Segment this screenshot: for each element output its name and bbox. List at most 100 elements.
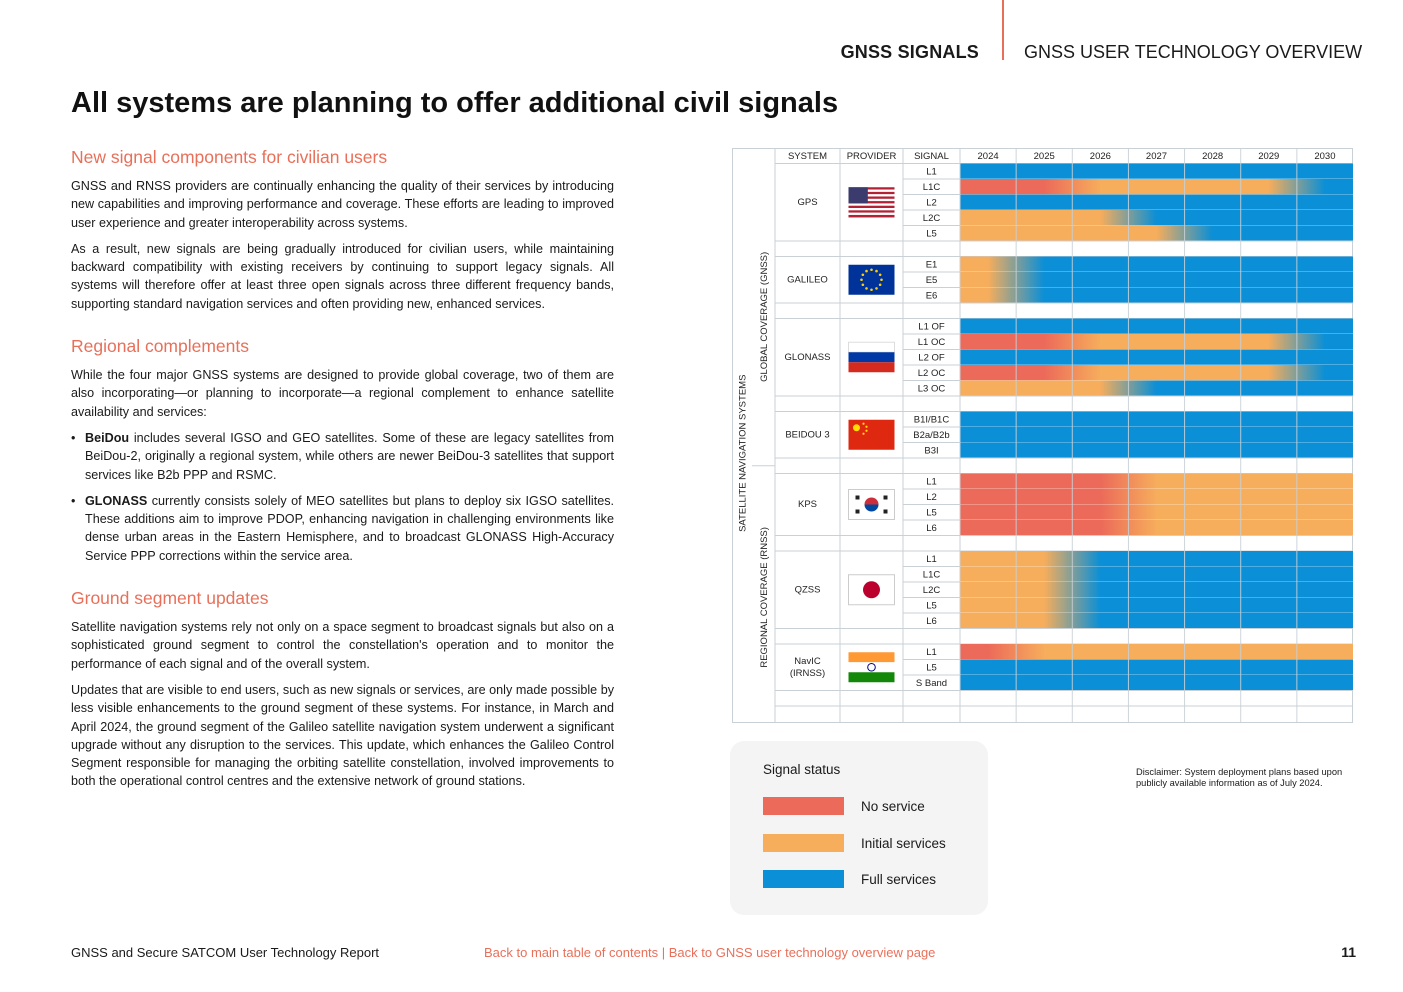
- paragraph: Satellite navigation systems rely not on…: [71, 620, 614, 671]
- signal-bar-kps-l6: [960, 520, 1353, 536]
- signal-bar-galileo-e5: [960, 272, 1353, 288]
- signal-label: L1: [926, 647, 937, 658]
- group-label-satnav: SATELLITE NAVIGATION SYSTEMS: [738, 375, 749, 532]
- year-label: 2027: [1146, 151, 1167, 162]
- year-label: 2030: [1314, 151, 1335, 162]
- flag-stripe: [848, 191, 895, 195]
- bullet-item-glonass: GLONASS currently consists solely of MEO…: [71, 492, 614, 565]
- paragraph: Updates that are visible to end users, s…: [71, 682, 614, 789]
- flag-star: [862, 422, 865, 425]
- flag-stripe: [848, 198, 895, 202]
- subgroup-label-regional: REGIONAL COVERAGE (RNSS): [759, 527, 770, 668]
- signal-bar-glonass-l3-oc: [960, 380, 1353, 396]
- signal-label: S Band: [916, 678, 947, 689]
- flag-star: [875, 269, 878, 273]
- flag-stripe: [848, 352, 895, 363]
- system-name: (IRNSS): [790, 668, 825, 679]
- flag-star: [865, 425, 868, 428]
- signal-bar-gps-l5: [960, 225, 1353, 241]
- signal-bar-gps-l1: [960, 163, 1353, 179]
- page-number: 11: [1341, 944, 1356, 960]
- flag-star: [875, 287, 878, 290]
- signal-timeline-chart: SYSTEM PROVIDER SIGNAL 2024 2025 2026 2027 2028…: [732, 148, 1353, 723]
- signal-bar-kps-l2: [960, 489, 1353, 505]
- flag-trigram: [855, 495, 860, 500]
- legend-label: No service: [861, 798, 925, 814]
- signal-label: L5: [926, 228, 937, 239]
- signal-label: L3 OC: [918, 383, 946, 394]
- flag-taeguk: [864, 497, 879, 505]
- system-name: GPS: [797, 197, 817, 208]
- signal-bar-beidou-3-b3i: [960, 442, 1353, 458]
- signal-bar-beidou-3-b2a-b2b: [960, 427, 1353, 443]
- link-main-toc[interactable]: Back to main table of contents: [484, 945, 659, 960]
- bullet-list: BeiDou includes several IGSO and GEO sat…: [71, 429, 614, 565]
- signal-label: E1: [926, 259, 938, 270]
- signal-label: L5: [926, 600, 937, 611]
- legend-swatch-no-service: [763, 797, 844, 815]
- signal-bar-galileo-e1: [960, 256, 1353, 272]
- flag-taeguk: [864, 504, 879, 512]
- flag-stripe: [848, 208, 895, 211]
- flag-star: [865, 429, 868, 432]
- flag-star: [865, 269, 868, 273]
- signal-bar-glonass-l2-oc: [960, 365, 1353, 381]
- flag-star: [870, 268, 873, 272]
- flag-star: [880, 278, 883, 282]
- link-separator: |: [658, 945, 669, 960]
- signal-label: E6: [926, 290, 938, 301]
- signal-bar-glonass-l1-of: [960, 318, 1353, 334]
- system-name: NavIC: [794, 656, 821, 667]
- header-document-title: GNSS USER TECHNOLOGY OVERVIEW: [1024, 42, 1363, 62]
- bullet-text: includes several IGSO and GEO satellites…: [85, 430, 614, 482]
- signal-label: L2: [926, 492, 937, 503]
- footer-report-title: GNSS and Secure SATCOM User Technology R…: [71, 945, 380, 960]
- subgroup-label-global: GLOBAL COVERAGE (GNSS): [759, 252, 770, 382]
- flag-canton: [848, 187, 868, 204]
- footer-links: Back to main table of contents | Back to…: [484, 945, 935, 960]
- signal-label: L5: [926, 507, 937, 518]
- signal-bar-navic-irnss--l5: [960, 659, 1353, 675]
- system-name: GALILEO: [787, 274, 828, 285]
- header-provider: PROVIDER: [847, 151, 897, 162]
- ru-flag-icon: [848, 341, 895, 373]
- disclaimer-text: Disclaimer: System deployment plans base…: [1136, 767, 1343, 788]
- us-flag-icon: [848, 187, 895, 218]
- legend-swatch-initial-services: [763, 834, 844, 852]
- legend-item-no-service: No service: [763, 796, 925, 816]
- legend: Signal status No service Initial service…: [730, 741, 988, 915]
- flag-star: [865, 287, 868, 290]
- flag-disc: [863, 581, 880, 599]
- flag-stripe: [848, 210, 895, 213]
- signal-label: L2 OC: [918, 368, 946, 379]
- flag-stripe: [848, 205, 895, 209]
- page-title: All systems are planning to offer additi…: [71, 87, 839, 119]
- year-label: 2025: [1034, 151, 1055, 162]
- signal-label: L1C: [923, 569, 941, 580]
- flag-stripe: [848, 196, 895, 199]
- signal-label: L2C: [923, 585, 941, 596]
- link-gnss-overview[interactable]: Back to GNSS user technology overview pa…: [668, 945, 936, 960]
- flag-stripe: [848, 203, 895, 206]
- signal-label: L1: [926, 554, 937, 565]
- signal-bar-gps-l2: [960, 194, 1353, 210]
- year-label: 2026: [1090, 151, 1111, 162]
- section-heading-new-signals: New signal components for civilian users: [71, 147, 388, 167]
- signal-bar-qzss-l1: [960, 551, 1353, 567]
- signal-label: B3I: [924, 445, 938, 456]
- signal-label: B1I/B1C: [914, 414, 950, 425]
- flag-star: [853, 424, 860, 432]
- signal-bar-glonass-l1-oc: [960, 334, 1353, 350]
- legend-label: Full services: [861, 871, 937, 887]
- flag-chakra: [867, 662, 876, 672]
- header-divider: [1002, 0, 1004, 60]
- flag-stripe: [848, 214, 895, 218]
- cn-flag-icon: [848, 419, 895, 450]
- signal-bar-gps-l2c: [960, 210, 1353, 226]
- body-text: New signal components for civilian users…: [71, 147, 614, 799]
- signal-label: L1 OC: [918, 337, 946, 348]
- paragraph: While the four major GNSS systems are de…: [71, 368, 614, 419]
- signal-bar-qzss-l5: [960, 597, 1353, 613]
- flag-stripe: [848, 341, 895, 353]
- bullet-item-beidou: BeiDou includes several IGSO and GEO sat…: [71, 429, 614, 484]
